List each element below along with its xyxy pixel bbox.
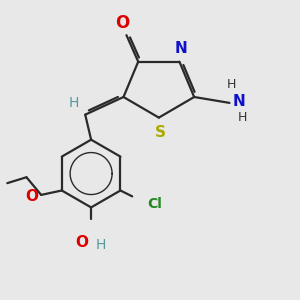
Text: H: H — [68, 96, 79, 110]
Text: Cl: Cl — [147, 197, 162, 211]
Text: O: O — [25, 189, 38, 204]
Text: S: S — [155, 125, 166, 140]
Text: N: N — [175, 41, 187, 56]
Text: O: O — [115, 14, 129, 32]
Text: N: N — [233, 94, 246, 109]
Text: H: H — [238, 111, 247, 124]
Text: O: O — [75, 236, 88, 250]
Text: H: H — [226, 78, 236, 91]
Text: H: H — [95, 238, 106, 252]
